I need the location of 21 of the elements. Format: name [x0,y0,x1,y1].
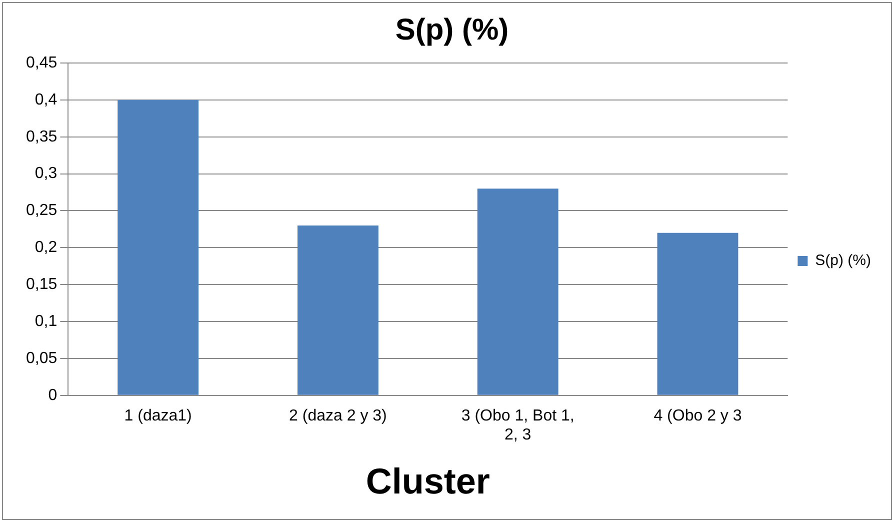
y-tick-label: 0,45 [26,54,58,72]
x-axis-title: Cluster [366,460,490,502]
x-tick-label: 3 (Obo 1, Bot 1, 2, 3 [461,407,574,444]
y-tick-label: 0,1 [34,312,58,330]
bar [118,100,199,395]
y-tick-label: 0,2 [34,239,58,256]
y-tick-label: 0 [48,386,58,404]
bar [477,188,558,395]
bar [297,226,378,395]
y-tick-label: 0,4 [34,91,58,108]
x-tick-label: 4 (Obo 2 y 3 [654,407,742,424]
y-tick-label: 0,15 [26,276,58,294]
y-tick-label: 0,35 [26,128,58,146]
x-tick-label: 2 (daza 2 y 3) [289,407,387,424]
legend-label: S(p) (%) [815,252,872,270]
y-tick-label: 0,05 [26,350,58,367]
chart-title: S(p) (%) [395,13,509,46]
x-tick-label: 1 (daza1) [124,407,192,424]
y-tick-label: 0,3 [34,165,58,182]
y-tick-label: 0,25 [26,202,58,220]
bar [657,232,738,395]
